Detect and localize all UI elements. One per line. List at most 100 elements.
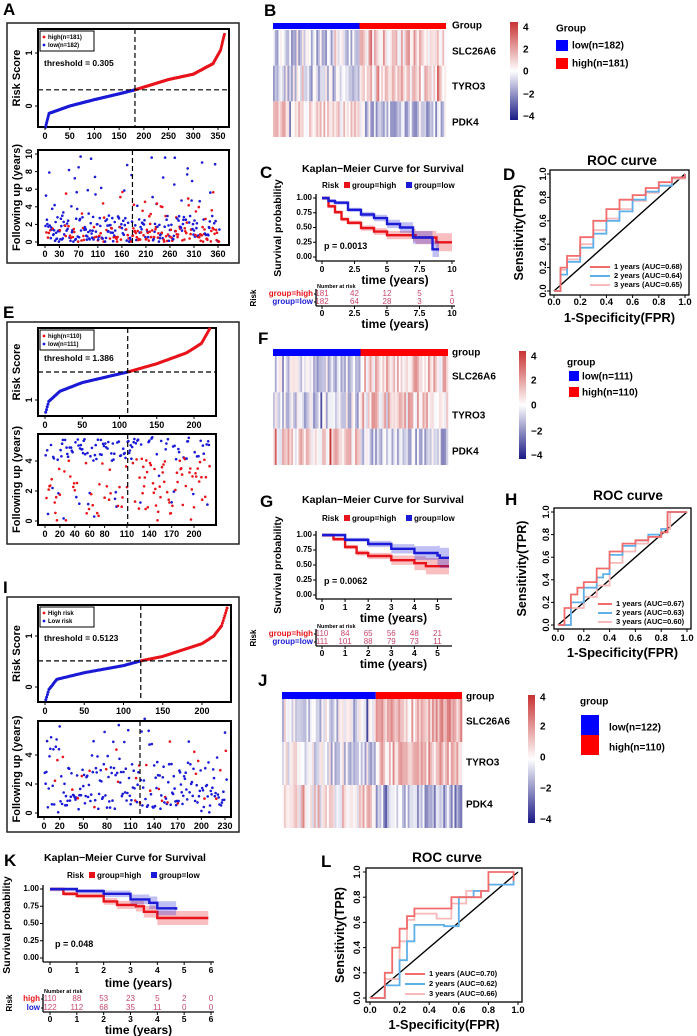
alive-status-point bbox=[92, 238, 95, 241]
dead-status-point bbox=[193, 750, 196, 754]
heatmap-cell bbox=[304, 785, 307, 828]
alive-status-point bbox=[75, 190, 78, 194]
plot-frame bbox=[549, 169, 690, 296]
heatmap-cell bbox=[375, 428, 378, 465]
x-tick-label: 200 bbox=[186, 529, 201, 539]
x-tick-label: 200 bbox=[186, 420, 201, 430]
y-tick-label: 1.0 bbox=[541, 505, 552, 518]
y-axis-label: Sensitivity(TPR) bbox=[512, 185, 526, 281]
heatmap-cell bbox=[349, 428, 352, 465]
heatmap-cell bbox=[300, 101, 303, 137]
heatmap-cell bbox=[314, 392, 318, 429]
alive-status-point bbox=[190, 780, 194, 784]
heatmap-cell bbox=[338, 699, 341, 742]
heatmap-cell bbox=[329, 356, 332, 393]
heatmap-cell bbox=[379, 101, 382, 137]
heatmap-cell bbox=[372, 101, 375, 137]
heatmap-cell bbox=[316, 392, 319, 429]
heatmap-cell bbox=[350, 30, 353, 66]
alive-status-point bbox=[113, 452, 116, 456]
heatmap-cell bbox=[357, 785, 360, 828]
heatmap-cell bbox=[456, 742, 459, 785]
heatmap-cell bbox=[409, 699, 412, 742]
dead-status-point bbox=[186, 197, 190, 200]
dead-status-point bbox=[87, 507, 91, 511]
alive-status-point bbox=[90, 754, 94, 757]
legend-title: Group bbox=[556, 24, 586, 35]
heatmap-cell bbox=[447, 785, 450, 828]
heatmap-cell bbox=[394, 699, 397, 742]
dead-status-point bbox=[55, 519, 59, 522]
heatmap-cell bbox=[391, 65, 395, 102]
heatmap-cell bbox=[415, 392, 418, 429]
alive-status-point bbox=[211, 786, 214, 789]
heatmap-cell bbox=[388, 65, 391, 102]
alive-status-point bbox=[89, 454, 92, 458]
alive-status-point bbox=[178, 771, 182, 774]
heatmap-cell bbox=[294, 30, 297, 66]
alive-status-point bbox=[107, 440, 110, 444]
heatmap-cell bbox=[316, 65, 319, 102]
legend-label: group=low bbox=[159, 871, 200, 880]
heatmap-cell bbox=[442, 30, 445, 66]
x-tick-label: 100 bbox=[112, 420, 127, 430]
dead-status-point bbox=[150, 229, 154, 232]
alive-status-point bbox=[104, 236, 108, 240]
heatmap-cell bbox=[398, 699, 401, 742]
heatmap-cell bbox=[435, 428, 438, 465]
heatmap-cell bbox=[334, 30, 337, 66]
risk-table-x-tick-label: 6 bbox=[209, 1014, 214, 1024]
heatmap-cell bbox=[388, 699, 392, 742]
heatmap-cell bbox=[347, 742, 350, 785]
dead-status-point bbox=[124, 228, 128, 231]
heatmap-cell bbox=[331, 356, 334, 393]
alive-status-point bbox=[111, 216, 114, 220]
heatmap-cell bbox=[276, 30, 279, 66]
heatmap-cell bbox=[407, 428, 411, 465]
heatmap-cell bbox=[435, 30, 438, 66]
heatmap-cell bbox=[450, 699, 453, 742]
alive-status-point bbox=[153, 804, 157, 808]
x-tick-label: 0 bbox=[320, 602, 325, 612]
x-axis-label: time (years) bbox=[361, 273, 428, 287]
dead-status-point bbox=[210, 209, 214, 212]
heatmap-cell bbox=[285, 392, 288, 429]
heatmap-cell bbox=[357, 699, 360, 742]
alive-status-point bbox=[198, 789, 202, 793]
heatmap-cell bbox=[444, 392, 447, 429]
alive-status-point bbox=[71, 450, 74, 454]
alive-status-point bbox=[107, 214, 111, 217]
heatmap-cell bbox=[458, 742, 461, 785]
dead-status-point bbox=[144, 507, 147, 511]
alive-status-point bbox=[100, 780, 103, 783]
dead-status-point bbox=[135, 235, 139, 239]
heatmap-cell bbox=[429, 356, 432, 393]
heatmap-cell bbox=[409, 30, 413, 66]
heatmap-cell bbox=[409, 101, 413, 137]
alive-status-point bbox=[150, 742, 154, 746]
heatmap-cell bbox=[456, 699, 459, 742]
alive-status-point bbox=[185, 788, 188, 791]
heatmap-cell bbox=[358, 392, 361, 429]
heatmap-cell bbox=[415, 699, 418, 742]
heatmap-cell bbox=[283, 65, 286, 102]
heatmap-cell bbox=[383, 785, 386, 828]
alive-status-point bbox=[225, 778, 228, 781]
dead-status-point bbox=[53, 501, 56, 504]
alive-status-point bbox=[89, 799, 92, 803]
dead-status-point bbox=[138, 476, 141, 479]
heatmap-cell bbox=[287, 742, 290, 785]
alive-status-point bbox=[68, 799, 72, 802]
heatmap-cell bbox=[406, 65, 409, 102]
heatmap-cell bbox=[402, 30, 405, 66]
alive-status-point bbox=[79, 443, 83, 447]
alive-status-point bbox=[182, 215, 186, 219]
alive-status-point bbox=[49, 443, 53, 447]
heatmap-cell bbox=[407, 356, 411, 393]
alive-status-point bbox=[94, 193, 97, 196]
heatmap-cell bbox=[293, 428, 296, 465]
heatmap-cell bbox=[386, 30, 389, 66]
heatmap-cell bbox=[413, 699, 416, 742]
heatmap-cell bbox=[341, 101, 344, 137]
heatmap-cell bbox=[314, 65, 317, 102]
